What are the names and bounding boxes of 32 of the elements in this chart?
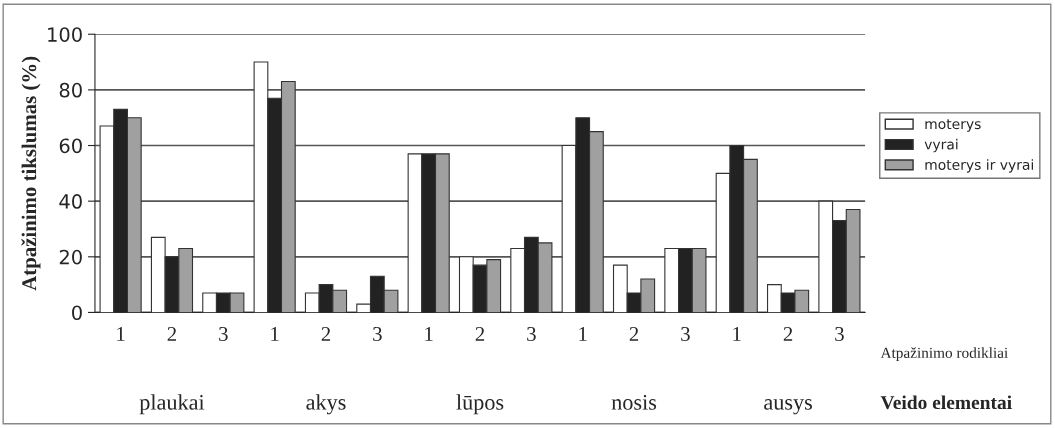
- legend-label: moterys: [925, 119, 981, 132]
- text: lūpos: [456, 394, 504, 415]
- y-tick-label: 100: [48, 27, 82, 42]
- y-tick-label: 40: [59, 194, 82, 209]
- text: plaukai: [139, 394, 205, 415]
- x-tick-label: 2: [783, 326, 793, 341]
- y-tick-label: 80: [59, 82, 82, 98]
- x-tick-label: 3: [373, 326, 382, 341]
- y-axis-title: Atpažinimo tikslumas (%): [21, 56, 41, 291]
- legend-label: moterys ir vyrai: [925, 159, 1033, 173]
- y-tick-label: 60: [59, 138, 82, 154]
- x-tick-label: 1: [425, 327, 433, 341]
- x-tick-label: 1: [579, 327, 587, 341]
- x-tick-label: 1: [117, 327, 125, 341]
- text: akys: [306, 394, 346, 415]
- x-tick-label: 2: [629, 326, 639, 341]
- x-tick-label: 2: [167, 326, 177, 341]
- x-tick-label: 3: [219, 326, 228, 341]
- x-tick-label: 2: [321, 326, 331, 341]
- text: Atpažinimo rodikliai: [880, 347, 1008, 362]
- y-tick-label: 0: [72, 305, 82, 321]
- x-tick-label: 1: [271, 327, 279, 341]
- x-tick-label: 2: [475, 326, 485, 341]
- x-tick-label: 3: [835, 326, 844, 341]
- x-tick-label: 1: [733, 327, 741, 341]
- text: Veido elementai: [880, 395, 1012, 410]
- text: nosis: [611, 394, 657, 410]
- y-tick-label: 20: [59, 249, 82, 265]
- x-tick-label: 3: [527, 326, 536, 341]
- text: ausys: [764, 399, 812, 415]
- x-tick-label: 3: [681, 326, 690, 341]
- legend-label: vyrai: [924, 138, 958, 153]
